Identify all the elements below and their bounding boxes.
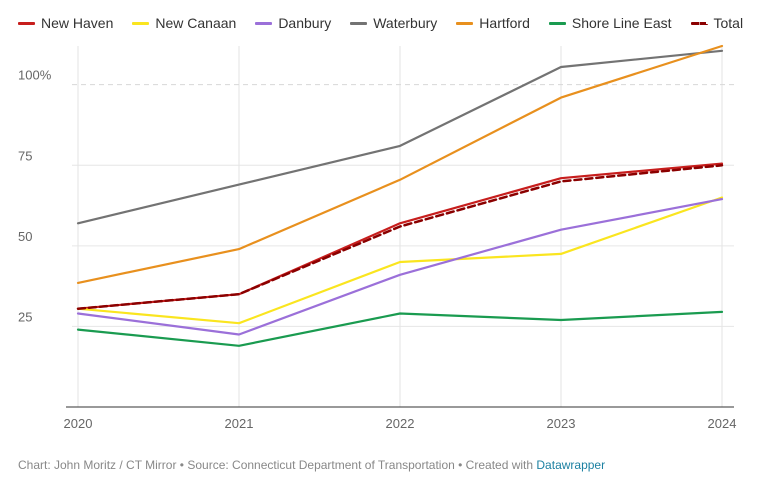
legend-swatch-new-canaan xyxy=(132,21,150,25)
y-tick-label-75: 75 xyxy=(18,148,32,163)
footer-credit-text: Chart: John Moritz / CT Mirror • Source:… xyxy=(18,458,537,472)
legend-label-shore-line-east: Shore Line East xyxy=(571,15,672,31)
chart-legend: New Haven New Canaan Danbury Waterbury Hartf… xyxy=(18,12,762,34)
legend-item-new-canaan: New Canaan xyxy=(132,15,236,31)
y-tick-label-50: 50 xyxy=(18,229,32,244)
series-line-shore-line-east xyxy=(76,310,724,347)
series-line-danbury xyxy=(76,198,724,336)
legend-label-waterbury: Waterbury xyxy=(373,15,438,31)
legend-item-total: Total xyxy=(690,15,744,31)
legend-label-total: Total xyxy=(713,15,744,31)
x-tick-label-2024: 2024 xyxy=(708,416,737,431)
y-tick-label-100: 100% xyxy=(18,68,52,83)
legend-swatch-waterbury xyxy=(350,21,368,25)
x-tick-label-2020: 2020 xyxy=(64,416,93,431)
series-line-total xyxy=(76,164,724,310)
legend-item-new-haven: New Haven xyxy=(18,15,113,31)
legend-swatch-total xyxy=(690,21,708,25)
chart-footer: Chart: John Moritz / CT Mirror • Source:… xyxy=(18,458,605,472)
legend-item-waterbury: Waterbury xyxy=(350,15,437,31)
legend-swatch-danbury xyxy=(255,21,273,25)
x-tick-label-2023: 2023 xyxy=(547,416,576,431)
series-line-new-haven xyxy=(76,162,724,310)
x-tick-label-2021: 2021 xyxy=(225,416,254,431)
legend-item-hartford: Hartford xyxy=(456,15,530,31)
legend-item-shore-line-east: Shore Line East xyxy=(548,15,672,31)
series-line-new-canaan xyxy=(76,196,724,325)
y-tick-label-25: 25 xyxy=(18,309,32,324)
legend-swatch-shore-line-east xyxy=(548,21,566,25)
x-tick-label-2022: 2022 xyxy=(386,416,415,431)
legend-item-danbury: Danbury xyxy=(255,15,331,31)
legend-swatch-new-haven xyxy=(18,21,35,25)
legend-swatch-hartford xyxy=(456,21,474,25)
series-line-waterbury xyxy=(76,49,724,225)
legend-label-new-haven: New Haven xyxy=(41,15,114,31)
datawrapper-link[interactable]: Datawrapper xyxy=(536,458,606,472)
legend-label-hartford: Hartford xyxy=(479,15,530,31)
series-line-hartford xyxy=(76,44,724,284)
legend-label-new-canaan: New Canaan xyxy=(155,15,237,31)
legend-label-danbury: Danbury xyxy=(278,15,332,31)
